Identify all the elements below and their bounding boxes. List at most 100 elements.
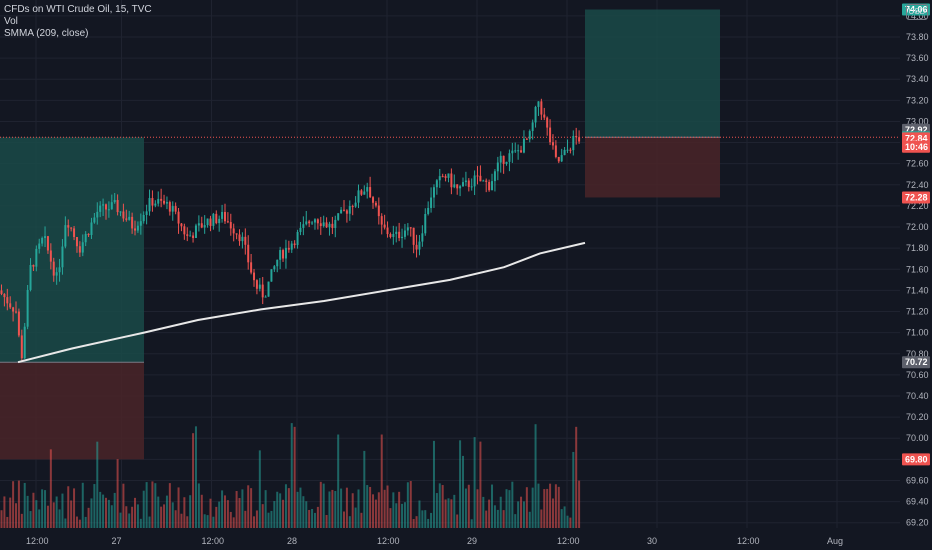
volume-bar: [432, 440, 435, 528]
volume-bar: [163, 504, 166, 528]
candle-body: [325, 222, 328, 228]
volume-bar: [325, 515, 328, 528]
symbol-title[interactable]: CFDs on WTI Crude Oil, 15, TVC: [4, 4, 152, 15]
volume-bar: [467, 484, 470, 528]
candle-body: [493, 171, 496, 182]
volume-bar: [235, 491, 238, 528]
candle-body: [165, 202, 168, 204]
y-tick-label: 69.60: [906, 475, 929, 485]
volume-bar: [360, 512, 363, 528]
candle-body: [17, 311, 20, 336]
volume-bar: [340, 488, 343, 528]
candle-body: [406, 227, 409, 231]
candle-body: [110, 202, 113, 210]
volume-bar: [563, 506, 566, 528]
candle-body: [96, 211, 99, 218]
candle-body: [488, 181, 491, 191]
volume-bar: [357, 489, 360, 528]
volume-bar: [505, 489, 508, 528]
volume-bar: [531, 487, 534, 528]
candle-body: [223, 211, 226, 222]
volume-bar: [348, 516, 351, 528]
y-tick-label: 74.00: [906, 11, 929, 21]
candle-body: [528, 131, 531, 140]
candle-body: [363, 191, 366, 195]
candle-body: [453, 184, 456, 188]
candle-body: [78, 246, 81, 253]
volume-bar: [6, 516, 9, 528]
volume-bar: [131, 506, 134, 528]
volume-bar: [107, 499, 110, 528]
candle-body: [302, 224, 305, 228]
volume-bar: [354, 507, 357, 528]
candle-body: [131, 216, 134, 229]
volume-bar: [476, 489, 479, 528]
candle-body: [520, 150, 523, 153]
price-badge: [902, 453, 930, 466]
volume-bar: [0, 510, 3, 528]
candle-body: [189, 235, 192, 237]
volume-bar: [502, 510, 505, 528]
volume-bar: [15, 503, 18, 528]
candle-body: [26, 289, 29, 327]
candle-body: [424, 213, 427, 234]
candle-body: [209, 218, 212, 226]
volume-bar: [38, 509, 41, 528]
candle-body: [551, 142, 554, 146]
volume-bar: [395, 503, 398, 528]
volume-bar: [49, 449, 52, 528]
price-badge-label: 72.92: [905, 125, 928, 135]
volume-bar: [473, 437, 476, 528]
volume-bar: [493, 505, 496, 528]
candle-body: [340, 209, 343, 214]
candle-body: [15, 311, 18, 313]
volume-bar: [485, 510, 488, 528]
y-tick-label: 69.20: [906, 518, 929, 528]
volume-bar: [215, 506, 218, 528]
ma-label[interactable]: SMMA (209, close): [4, 28, 89, 39]
volume-bar: [282, 499, 285, 528]
volume-bar: [81, 482, 84, 528]
volume-bar: [374, 499, 377, 528]
volume-bar: [447, 498, 450, 528]
volume-bar: [572, 451, 575, 528]
volume-bar: [116, 459, 119, 528]
volume-bar: [299, 487, 302, 528]
volume-bar: [206, 515, 209, 528]
candle-body: [229, 222, 232, 229]
candle-body: [116, 199, 119, 213]
candle-body: [87, 233, 90, 236]
candle-body: [438, 176, 441, 181]
volume-bar: [168, 483, 171, 528]
volume-bar: [464, 488, 467, 528]
y-tick-label: 72.40: [906, 180, 929, 190]
volume-bar: [110, 505, 113, 528]
volume-bar: [186, 516, 189, 528]
volume-bar: [61, 493, 64, 528]
volume-bar: [438, 483, 441, 528]
volume-bar: [293, 426, 296, 528]
volume-label[interactable]: Vol: [4, 16, 18, 27]
candle-body: [389, 234, 392, 237]
volume-bar: [165, 495, 168, 528]
candle-body: [81, 242, 84, 253]
candle-body: [305, 221, 308, 225]
candle-body: [151, 198, 154, 206]
candle-body: [461, 182, 464, 187]
candle-body: [395, 231, 398, 234]
y-tick-label: 69.40: [906, 497, 929, 507]
currency-button[interactable]: USD: [906, 4, 928, 20]
candle-body: [250, 262, 253, 273]
x-tick-label: 12:00: [377, 536, 400, 546]
y-tick-label: 73.40: [906, 74, 929, 84]
volume-bar: [372, 494, 375, 528]
candle-body: [432, 187, 435, 198]
x-tick-label: 28: [287, 536, 297, 546]
volume-bar: [377, 492, 380, 528]
candle-body: [377, 205, 380, 217]
candle-body: [41, 237, 44, 244]
candle-body: [55, 272, 58, 276]
volume-bar: [32, 492, 35, 528]
